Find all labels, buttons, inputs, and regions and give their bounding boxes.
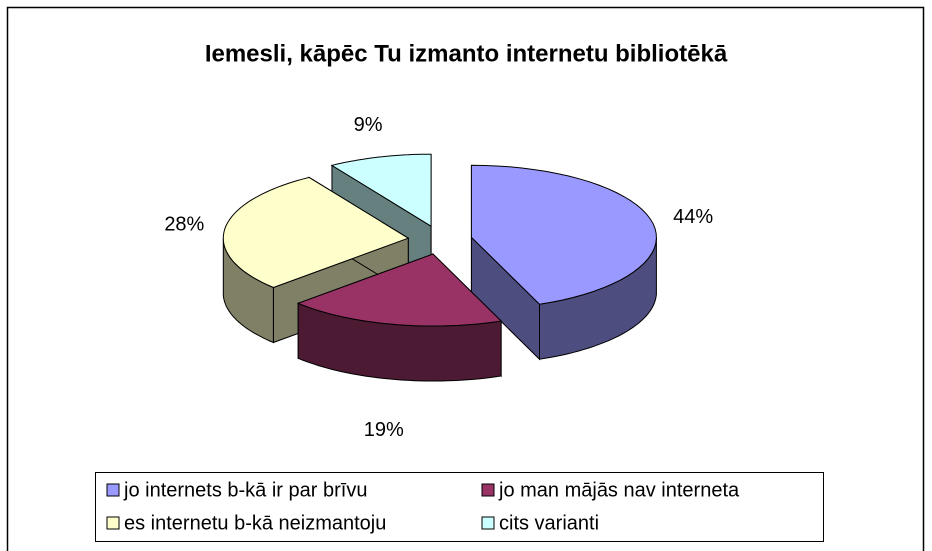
data-label: 44% <box>673 206 713 228</box>
slice <box>222 176 410 289</box>
legend <box>95 472 824 542</box>
slice <box>296 253 503 327</box>
data-label: 19% <box>364 419 404 441</box>
legend-label: jo man mājās nav interneta <box>498 479 740 501</box>
legend-label: jo internets b-kā ir par brīvu <box>123 479 367 501</box>
slice <box>330 153 432 228</box>
data-label: 28% <box>164 213 204 235</box>
chart-border <box>6 6 925 551</box>
data-label: 9% <box>354 114 383 136</box>
legend-swatch <box>481 516 495 530</box>
legend-swatch <box>481 483 495 497</box>
pie: 44% 19% 28% 9% <box>164 114 713 441</box>
legend-label: es internetu b-kā neizmantoju <box>124 512 386 534</box>
legend-swatch <box>106 483 120 497</box>
legend-label: cits varianti <box>499 512 599 534</box>
slice <box>470 164 657 305</box>
legend-items: jo internets b-kā ir par brīvu jo man māj… <box>106 479 740 534</box>
legend-swatch <box>106 516 120 530</box>
chart-title: Iemesli, kāpēc Tu izmanto internetu bibl… <box>205 40 728 67</box>
